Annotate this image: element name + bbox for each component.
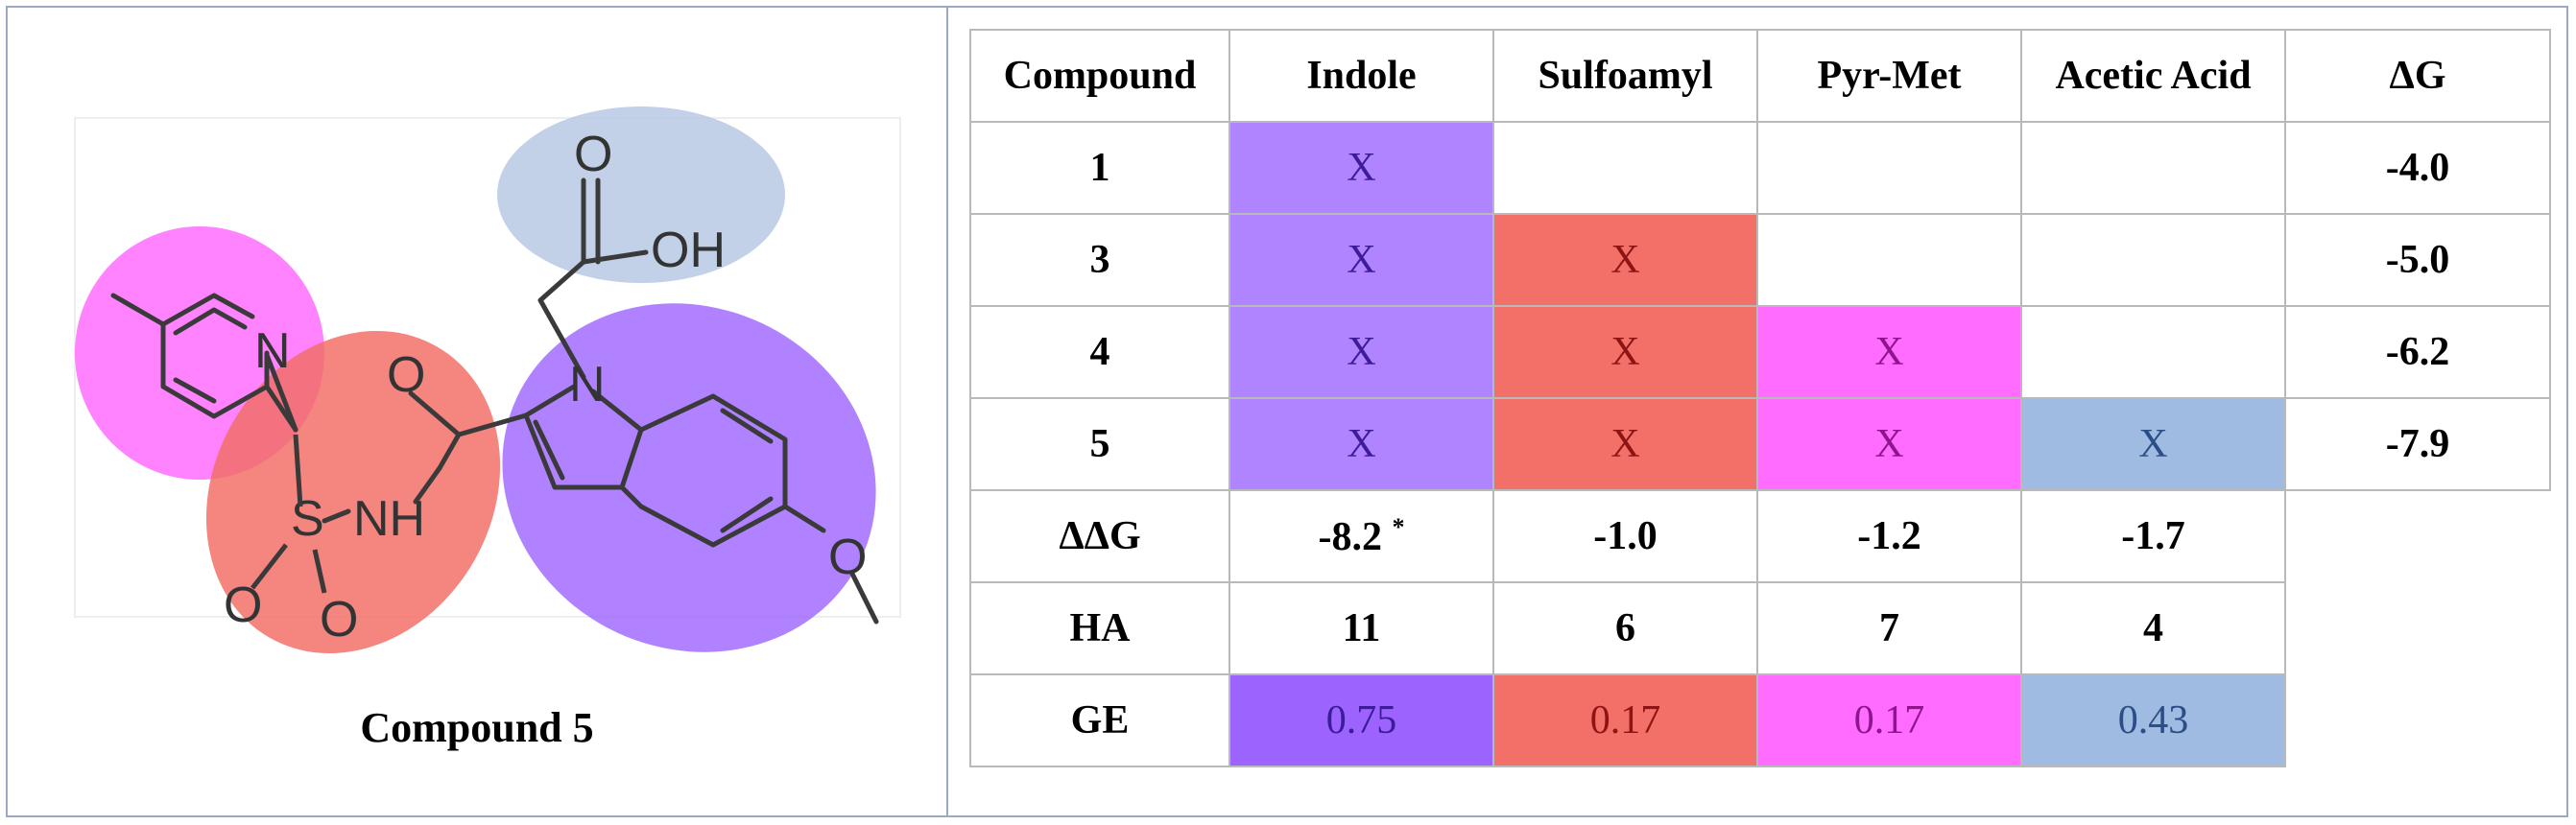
- pyr-met-cell: X: [1756, 305, 2022, 399]
- acetic-acid-cell: X: [2020, 397, 2286, 491]
- delta-g-cell: -4.0: [2284, 121, 2551, 215]
- compound-id: 1: [969, 121, 1230, 215]
- sulfonyl-bonds: [250, 434, 327, 594]
- atom-label: OH: [651, 223, 726, 278]
- ha-row: HA 11 6 7 4: [969, 581, 2550, 675]
- header-cell: Pyr-Met: [1756, 29, 2022, 123]
- delta-g-cell: -6.2: [2284, 305, 2551, 399]
- delta-g-cell: -7.9: [2284, 397, 2551, 491]
- delta-g-cell: -5.0: [2284, 213, 2551, 307]
- atom-label: O: [574, 127, 612, 182]
- acetic-acid-cell: [2020, 305, 2286, 399]
- ddg-acetic-acid-cell: -1.7: [2020, 489, 2286, 583]
- empty-cell: [2285, 674, 2550, 766]
- atom-label: O: [387, 347, 425, 403]
- ddg-indole-value: -8.2: [1318, 514, 1383, 559]
- sulfoamyl-cell: [1492, 121, 1758, 215]
- header-row: Compound Indole Sulfoamyl Pyr-Met Acetic…: [969, 29, 2551, 123]
- figure-frame: [6, 6, 2568, 817]
- indole-highlight: [502, 303, 876, 652]
- table-row: 1 X -4.0: [969, 121, 2551, 215]
- indole-cell: X: [1228, 121, 1494, 215]
- compound-structure: O OH N O N S NH O O O: [74, 106, 901, 654]
- ge-row: GE 0.75 0.17 0.17 0.43: [969, 673, 2550, 767]
- acetic-acid-highlight: [497, 106, 785, 283]
- table-row: 5 X X X X -7.9: [969, 397, 2551, 491]
- empty-cell: [2285, 490, 2550, 582]
- acetic-acid-cell: [2020, 213, 2286, 307]
- ge-pyr-met-cell: 0.17: [1756, 673, 2022, 767]
- ge-acetic-acid-cell: 0.43: [2020, 673, 2286, 767]
- atom-label: N: [254, 323, 291, 379]
- compound-id: 4: [969, 305, 1230, 399]
- ddg-pyr-met-cell: -1.2: [1756, 489, 2022, 583]
- ha-sulfoamyl-cell: 6: [1492, 581, 1758, 675]
- sulfoamyl-cell: X: [1492, 397, 1758, 491]
- pyr-met-cell: X: [1756, 397, 2022, 491]
- sulfoamyl-cell: X: [1492, 305, 1758, 399]
- panel-divider: [946, 8, 948, 817]
- header-cell: Compound: [969, 29, 1230, 123]
- atom-label: O: [320, 592, 358, 648]
- fragment-table: Compound Indole Sulfoamyl Pyr-Met Acetic…: [969, 29, 2551, 767]
- compound-id: 5: [969, 397, 1230, 491]
- ddg-row: ΔΔG -8.2 * -1.0 -1.2 -1.7: [969, 489, 2550, 583]
- pyr-met-cell: [1756, 213, 2022, 307]
- atom-label: S: [291, 491, 324, 547]
- header-cell: ΔG: [2284, 29, 2551, 123]
- compound-id: 3: [969, 213, 1230, 307]
- sulfoamyl-cell: X: [1492, 213, 1758, 307]
- sulfoamyl-highlight: [205, 330, 501, 654]
- ha-indole-cell: 11: [1228, 581, 1494, 675]
- footnote-mark: *: [1392, 512, 1405, 541]
- atom-label: NH: [353, 491, 425, 547]
- ddg-sulfoamyl-cell: -1.0: [1492, 489, 1758, 583]
- header-cell: Indole: [1228, 29, 1494, 123]
- ge-indole-cell: 0.75: [1228, 673, 1494, 767]
- figure-caption: Compound 5: [360, 704, 594, 751]
- ge-sulfoamyl-cell: 0.17: [1492, 673, 1758, 767]
- indole-cell: X: [1228, 397, 1494, 491]
- bond-lines: [110, 177, 879, 625]
- indole-cell: X: [1228, 213, 1494, 307]
- header-cell: Sulfoamyl: [1492, 29, 1758, 123]
- ddg-indole-cell: -8.2 *: [1228, 489, 1494, 583]
- ha-acetic-acid-cell: 4: [2020, 581, 2286, 675]
- empty-cell: [2285, 582, 2550, 674]
- header-cell: Acetic Acid: [2020, 29, 2286, 123]
- structure-image-bounds: [74, 117, 901, 618]
- atom-label: O: [828, 530, 867, 585]
- row-label: ΔΔG: [969, 489, 1230, 583]
- atom-label: N: [569, 357, 606, 412]
- indole-cell: X: [1228, 305, 1494, 399]
- row-label: HA: [969, 581, 1230, 675]
- structure-panel: O OH N O N S NH O O O Compound 5: [8, 8, 946, 817]
- ha-pyr-met-cell: 7: [1756, 581, 2022, 675]
- row-label: GE: [969, 673, 1230, 767]
- pyr-met-cell: [1756, 121, 2022, 215]
- table-row: 3 X X -5.0: [969, 213, 2551, 307]
- acetic-acid-cell: [2020, 121, 2286, 215]
- table-row: 4 X X X -6.2: [969, 305, 2551, 399]
